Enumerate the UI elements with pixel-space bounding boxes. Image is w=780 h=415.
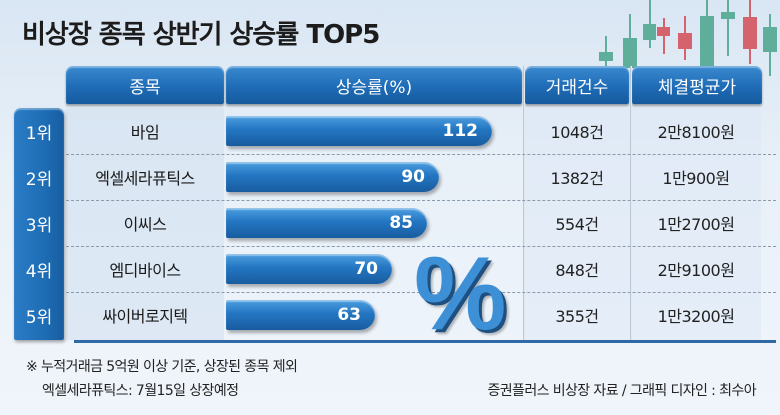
row-divider bbox=[66, 246, 776, 247]
stock-name: 바임 bbox=[130, 123, 160, 142]
column-divider bbox=[630, 66, 632, 340]
avg-price-cell: 1만2700원 bbox=[657, 215, 735, 234]
trades-cell: 848건 bbox=[555, 261, 599, 280]
rank-column: 1위 2위 3위 4위 5위 bbox=[14, 108, 64, 340]
rank-label: 5위 bbox=[25, 307, 53, 328]
rank-label: 3위 bbox=[25, 215, 53, 236]
rate-bar: 63 bbox=[226, 300, 375, 330]
avg-price-cell: 1만3200원 bbox=[657, 307, 735, 326]
row-divider bbox=[66, 154, 776, 155]
stock-name-column bbox=[66, 108, 224, 340]
header-trades: 거래건수 bbox=[525, 66, 629, 104]
candlestick-decoration-icon bbox=[599, 0, 777, 76]
footnote-listing: 엑셀세라퓨틱스: 7월15일 상장예정 bbox=[42, 383, 239, 399]
avg-price-cell: 2만8100원 bbox=[657, 123, 735, 142]
percent-icon: % bbox=[414, 236, 507, 352]
rate-bar: 112 bbox=[226, 116, 492, 146]
avg-price-column bbox=[631, 108, 761, 340]
rate-bar: 70 bbox=[226, 254, 392, 284]
header-rate: 상승률(%) bbox=[226, 66, 522, 104]
avg-price-cell: 2만9100원 bbox=[657, 261, 735, 280]
table-baseline bbox=[74, 340, 776, 343]
stock-name: 엑셀세라퓨틱스 bbox=[95, 169, 195, 188]
rate-bar: 85 bbox=[226, 208, 427, 238]
trades-cell: 1048건 bbox=[550, 123, 604, 142]
stock-name: 엠디바이스 bbox=[109, 261, 181, 280]
avg-price-cell: 1만900원 bbox=[662, 169, 730, 188]
footnote-criteria: ※ 누적거래금 5억원 이상 기준, 상장된 종목 제외 bbox=[26, 359, 298, 375]
row-divider bbox=[66, 200, 776, 201]
page-title: 비상장 종목 상반기 상승률 TOP5 bbox=[22, 20, 380, 50]
header-avg-price: 체결평균가 bbox=[632, 66, 762, 104]
trades-cell: 355건 bbox=[555, 307, 599, 326]
stock-name: 싸이버로지텍 bbox=[102, 307, 188, 326]
column-divider bbox=[523, 66, 525, 340]
rate-bar: 90 bbox=[226, 162, 439, 192]
trades-cell: 554건 bbox=[555, 215, 599, 234]
rank-label: 1위 bbox=[25, 123, 53, 144]
trades-column bbox=[524, 108, 630, 340]
trades-cell: 1382건 bbox=[550, 169, 604, 188]
stock-name: 이씨스 bbox=[123, 215, 167, 234]
header-stock: 종목 bbox=[66, 66, 224, 104]
source-credit: 증권플러스 비상장 자료 / 그래픽 디자인 : 최수아 bbox=[487, 383, 756, 399]
row-divider bbox=[66, 292, 776, 293]
rank-label: 4위 bbox=[25, 261, 53, 282]
rank-label: 2위 bbox=[25, 169, 53, 190]
